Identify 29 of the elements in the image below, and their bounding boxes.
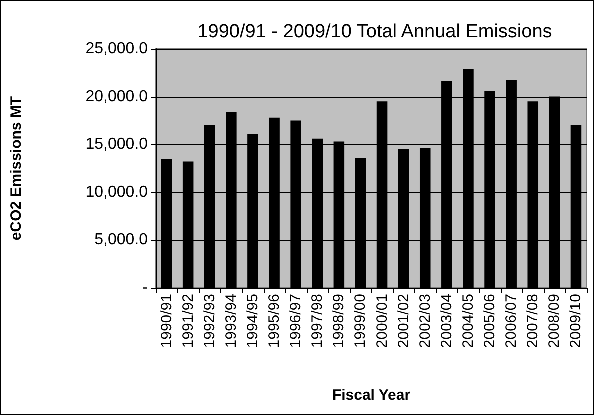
x-tick-label: 2002/03 (416, 294, 434, 348)
y-tick-label: 10,000.0 (86, 184, 148, 201)
x-tick-label: 1995/96 (266, 294, 284, 348)
y-tick-label: 15,000.0 (86, 136, 148, 154)
x-axis-title: Fiscal Year (332, 387, 411, 404)
x-tick-label: 2009/10 (568, 294, 585, 348)
x-tick-label: 1990/91 (158, 294, 176, 348)
x-tick-label: 2001/02 (395, 294, 412, 348)
chart-title: 1990/91 - 2009/10 Total Annual Emissions (198, 22, 552, 42)
x-tick-label: 2004/05 (460, 294, 477, 348)
y-tick-label: - (142, 280, 148, 296)
x-tick-label: 2003/04 (438, 294, 456, 348)
x-tick-label: 1993/94 (222, 294, 240, 348)
x-tick-label: 2005/06 (482, 294, 499, 348)
x-tick-label: 1996/97 (288, 294, 305, 348)
y-axis-title: eCO2 Emissions MT (8, 96, 25, 241)
x-tick-label: 1992/93 (201, 294, 218, 348)
y-tick-label: 5,000.0 (94, 232, 148, 249)
x-tick-label: 1999/00 (352, 294, 370, 348)
x-tick-label: 1997/98 (309, 294, 326, 348)
x-tick-label: 2008/09 (546, 294, 564, 348)
x-tick-label: 1991/92 (180, 294, 197, 348)
x-tick-label: 1994/95 (244, 294, 262, 348)
y-tick-label: 20,000.0 (86, 88, 148, 106)
x-tick-label: 2006/07 (503, 294, 520, 348)
x-tick-label: 1998/99 (330, 294, 348, 348)
y-tick-label: 25,000.0 (86, 40, 148, 58)
x-tick-label: 2000/01 (374, 294, 391, 348)
x-tick-label: 2007/08 (524, 294, 542, 348)
